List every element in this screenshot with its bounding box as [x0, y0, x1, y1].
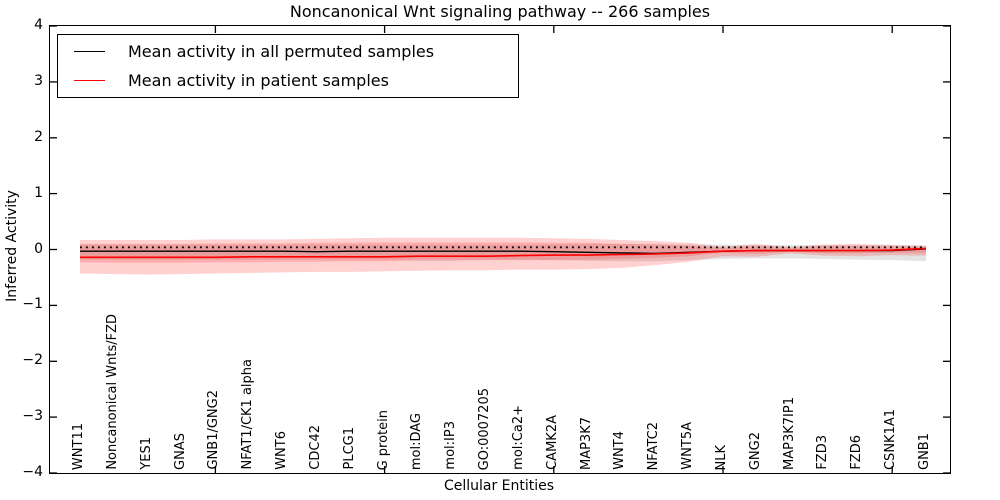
- y-tick-label: 1: [34, 184, 43, 201]
- x-category-label: G protein: [375, 409, 391, 470]
- chart-title: Noncanonical Wnt signaling pathway -- 26…: [289, 2, 711, 21]
- legend-line-sample-red: [74, 80, 105, 82]
- legend-item-permuted: Mean activity in all permuted samples: [58, 38, 518, 64]
- x-category-label: MAP3K7: [578, 416, 594, 470]
- x-category-label: FZD6: [849, 435, 865, 470]
- x-category-label: mol:Ca2+: [510, 405, 526, 470]
- y-tick-label: 2: [34, 128, 43, 145]
- x-category-label: GNB1/GNG2: [206, 390, 222, 470]
- x-category-label: PLCG1: [341, 427, 357, 470]
- x-category-label: WNT5A: [680, 422, 696, 470]
- x-category-label: WNT6: [274, 431, 290, 470]
- y-tick-label: 3: [34, 72, 43, 89]
- x-category-label: Noncanonical Wnts/FZD: [104, 314, 120, 470]
- plot-area: WNT11 Noncanonical Wnts/FZD YES1 GNAS GNB1/G…: [49, 25, 951, 474]
- x-category-label: NFAT1/CK1 alpha: [240, 359, 256, 470]
- legend: Mean activity in all permuted samples Me…: [57, 34, 519, 98]
- legend-label: Mean activity in patient samples: [128, 71, 389, 91]
- y-tick-label: −1: [22, 296, 43, 313]
- y-tick-label: −3: [22, 408, 43, 425]
- x-category-label: WNT11: [71, 422, 86, 470]
- x-category-label: GNAS: [172, 433, 188, 470]
- x-category-label: CAMK2A: [544, 415, 560, 470]
- legend-line-sample-black: [74, 50, 105, 52]
- legend-label: Mean activity in all permuted samples: [128, 41, 435, 61]
- plot-canvas: [50, 26, 950, 473]
- y-tick-label: 4: [34, 17, 43, 33]
- legend-item-patient: Mean activity in patient samples: [58, 68, 518, 94]
- x-category-label: YES1: [138, 437, 154, 470]
- x-category-label: CDC42: [307, 425, 323, 470]
- x-category-label: GO:0007205: [477, 387, 493, 470]
- x-category-label: NLK: [713, 444, 729, 471]
- x-axis-label: Cellular Entities: [443, 478, 555, 494]
- x-category-label: GNG2: [747, 431, 763, 470]
- x-category-label: WNT4: [612, 431, 628, 470]
- x-category-label: GNB1: [917, 433, 932, 470]
- x-category-label: FZD3: [815, 435, 831, 470]
- x-category-label: CSNK1A1: [883, 408, 899, 470]
- x-category-label: mol:IP3: [443, 421, 459, 470]
- x-category-label: MAP3K7IP1: [781, 397, 797, 470]
- x-category-label: mol:DAG: [409, 412, 425, 470]
- y-tick-label: −2: [22, 352, 43, 369]
- y-tick-label: 0: [34, 240, 43, 257]
- y-tick-label: −4: [22, 464, 43, 480]
- x-category-label: NFATC2: [646, 421, 662, 470]
- series-line-solid: [80, 247, 927, 259]
